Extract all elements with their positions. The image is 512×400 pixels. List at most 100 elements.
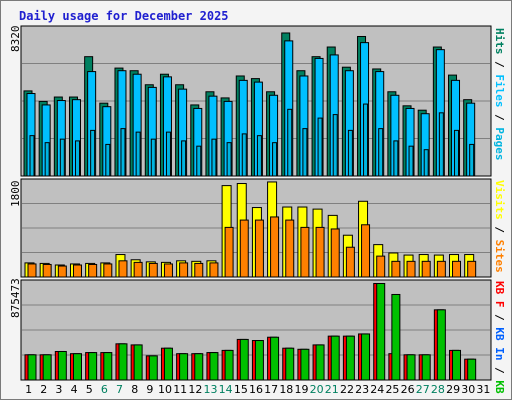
legend-sep: /: [493, 108, 506, 128]
bar-pages: [378, 128, 384, 177]
bar-kb-out: [467, 358, 477, 381]
bar-sites: [285, 219, 295, 278]
bar-pages: [44, 142, 50, 177]
day-label: 19: [294, 383, 308, 396]
day-label: 16: [249, 383, 263, 396]
day-label: 3: [55, 383, 62, 396]
day-label: 30: [461, 383, 475, 396]
day-label: 17: [264, 383, 278, 396]
bar-sites: [27, 263, 37, 278]
bar-sites: [406, 260, 416, 278]
day-label: 5: [86, 383, 93, 396]
bar-sites: [42, 263, 52, 278]
day-label: 7: [116, 383, 123, 396]
day-label: 31: [476, 383, 490, 396]
bar-sites: [148, 262, 158, 278]
bar-pages: [332, 114, 338, 177]
bar-pages: [302, 128, 308, 177]
legend-pages: Pages: [493, 127, 506, 160]
day-label: 4: [71, 383, 78, 396]
bar-kb-out: [103, 352, 113, 381]
legend-visits-sites: Visits / Sites: [493, 180, 506, 273]
bar-sites: [118, 260, 128, 278]
legend-sep: /: [493, 308, 506, 328]
chart-title: Daily usage for December 2025: [19, 9, 229, 23]
day-label: 27: [416, 383, 430, 396]
bar-kb-out: [194, 353, 204, 381]
bar-kb-out: [285, 347, 295, 381]
bar-sites: [345, 246, 355, 278]
bar-pages: [408, 145, 414, 177]
day-label: 12: [188, 383, 202, 396]
bar-pages: [59, 138, 65, 177]
bar-pages: [256, 135, 262, 177]
bar-kb-out: [361, 333, 371, 381]
bar-kb-out: [209, 352, 219, 381]
bar-sites: [209, 262, 219, 278]
bar-sites: [239, 219, 249, 278]
bar-sites: [391, 260, 401, 278]
day-label: 14: [219, 383, 233, 396]
bar-sites: [467, 260, 477, 278]
legend-sep: /: [493, 220, 506, 240]
bar-kb-out: [330, 335, 340, 381]
legend-sep: /: [493, 361, 506, 381]
bar-kb-out: [300, 348, 310, 381]
day-label: 26: [401, 383, 415, 396]
bar-kb-out: [239, 338, 249, 381]
day-label: 28: [431, 383, 445, 396]
day-label: 24: [370, 383, 384, 396]
day-label: 10: [158, 383, 172, 396]
bar-sites: [452, 260, 462, 278]
day-label: 23: [355, 383, 369, 396]
bar-kb-out: [345, 335, 355, 381]
day-label: 1: [25, 383, 32, 396]
legend-hits-files-pages: Hits / Files / Pages: [493, 28, 506, 161]
bar-kb-out: [118, 343, 128, 381]
bar-pages: [90, 129, 96, 177]
bar-sites: [88, 263, 98, 278]
bar-sites: [421, 260, 431, 278]
bars-visits-sites: [22, 181, 490, 278]
bar-pages: [29, 135, 35, 177]
bar-pages: [287, 108, 293, 177]
bar-pages: [272, 142, 278, 177]
bar-kb-out: [315, 344, 325, 381]
day-label: 20: [310, 383, 324, 396]
bar-kb-out: [270, 336, 280, 381]
ymax-visits: 1800: [9, 181, 22, 208]
bars-kbytes: [22, 283, 490, 381]
bar-sites: [179, 262, 189, 278]
legend-kbytes: KB F / KB In / KB Out: [493, 281, 506, 400]
bar-pages: [135, 131, 141, 177]
bar-kb-out: [27, 354, 37, 381]
bar-pages: [438, 112, 444, 177]
bar-sites: [254, 219, 264, 278]
bar-kb-out: [179, 353, 189, 381]
bar-sites: [270, 216, 280, 278]
legend-files: Files: [493, 74, 506, 107]
legend-sep: /: [493, 55, 506, 75]
day-axis-labels: 1 2 3 4 5 6 7 8 9 10 11 12 13 14 15 16 17 18 19 20 21 22 23 24 2…: [25, 383, 490, 396]
bar-pages: [469, 143, 475, 177]
bar-pages: [211, 138, 217, 177]
legend-visits: Visits: [493, 180, 506, 220]
day-label: 9: [146, 383, 153, 396]
bar-pages: [241, 133, 247, 177]
bar-kb-out: [436, 309, 446, 381]
bar-pages: [454, 129, 460, 177]
bar-pages: [347, 129, 353, 177]
legend-kb-f: KB F: [493, 281, 506, 308]
bar-pages: [196, 145, 202, 177]
bar-kb-out: [42, 354, 52, 381]
bar-sites: [376, 255, 386, 278]
bar-kb-out: [406, 354, 416, 381]
bar-kb-out: [163, 347, 173, 381]
bar-sites: [72, 264, 82, 278]
day-label: 15: [234, 383, 248, 396]
bars-hits-files: [22, 32, 490, 177]
bar-kb-out: [421, 354, 431, 381]
bar-kb-out: [72, 353, 82, 381]
ymax-kbytes: 875473: [9, 278, 22, 318]
legend-kb-in: KB In: [493, 327, 506, 360]
